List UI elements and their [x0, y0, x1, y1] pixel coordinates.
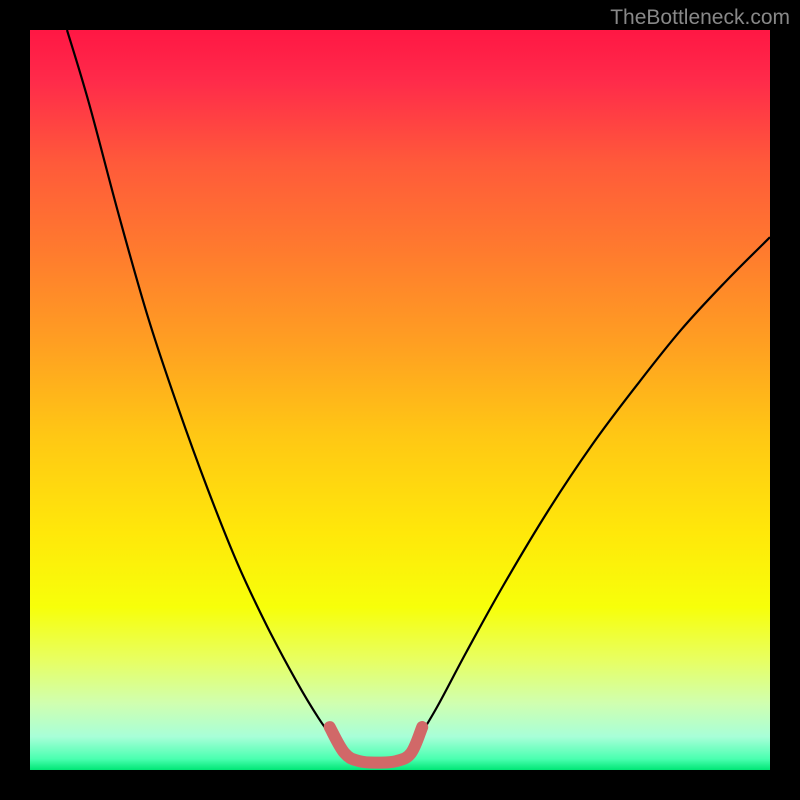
- watermark-text: TheBottleneck.com: [610, 6, 790, 30]
- bottleneck-chart: [30, 30, 770, 770]
- gradient-background: [30, 30, 770, 770]
